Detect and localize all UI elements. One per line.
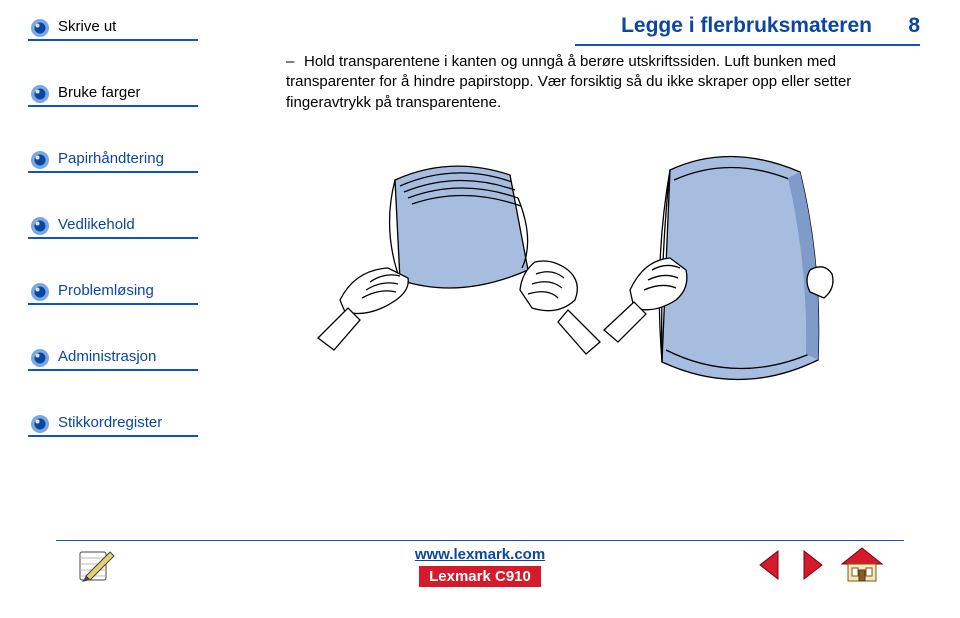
sidebar-item-label: Bruke farger <box>58 84 141 101</box>
bullet-icon <box>28 148 52 172</box>
sidebar-item-administrasjon[interactable]: Administrasjon <box>28 346 228 370</box>
nav-underline <box>28 435 198 437</box>
sidebar-item-papirhandtering[interactable]: Papirhåndtering <box>28 148 228 172</box>
nav-underline <box>28 39 198 41</box>
nav-underline <box>28 303 198 305</box>
sidebar-item-problemlosing[interactable]: Problemløsing <box>28 280 228 304</box>
footer-right-icons <box>756 546 884 584</box>
page-title: Legge i flerbruksmateren <box>621 14 872 38</box>
sidebar-item-label: Papirhåndtering <box>58 150 164 167</box>
sidebar-item-label: Skrive ut <box>58 18 116 35</box>
sidebar-item-vedlikehold[interactable]: Vedlikehold <box>28 214 228 238</box>
nav-underline <box>28 237 198 239</box>
bullet-icon <box>28 280 52 304</box>
header-rule <box>575 44 920 46</box>
bullet-icon <box>28 412 52 436</box>
footer: www.lexmark.com Lexmark C910 <box>0 540 960 596</box>
sidebar-nav: Skrive ut Bruke farger Papirhåndtering <box>28 16 228 478</box>
sidebar-item-stikkordregister[interactable]: Stikkordregister <box>28 412 228 436</box>
body-text: Hold transparentene i kanten og unngå å … <box>286 53 851 111</box>
sidebar-item-label: Problemløsing <box>58 282 154 299</box>
page-header: Legge i flerbruksmateren 8 <box>300 14 920 46</box>
bullet-icon <box>28 16 52 40</box>
home-icon[interactable] <box>840 546 884 584</box>
list-dash: – <box>286 52 304 72</box>
sidebar-item-label: Administrasjon <box>58 348 156 365</box>
bullet-icon <box>28 82 52 106</box>
page-number: 8 <box>896 14 920 38</box>
bullet-icon <box>28 214 52 238</box>
sidebar-item-bruke-farger[interactable]: Bruke farger <box>28 82 228 106</box>
page: Skrive ut Bruke farger Papirhåndtering <box>0 0 960 618</box>
sidebar-item-label: Vedlikehold <box>58 216 135 233</box>
sidebar-item-skrive-ut[interactable]: Skrive ut <box>28 16 228 40</box>
prev-page-icon[interactable] <box>756 549 784 581</box>
footer-product-badge: Lexmark C910 <box>419 566 541 587</box>
bullet-icon <box>28 346 52 370</box>
body-paragraph: –Hold transparentene i kanten og unngå å… <box>286 52 866 113</box>
nav-underline <box>28 171 198 173</box>
footer-rule <box>56 540 904 541</box>
sidebar-item-label: Stikkordregister <box>58 414 162 431</box>
nav-underline <box>28 105 198 107</box>
next-page-icon[interactable] <box>798 549 826 581</box>
transparency-illustration <box>300 150 860 430</box>
nav-underline <box>28 369 198 371</box>
footer-url-link[interactable]: www.lexmark.com <box>415 546 545 563</box>
